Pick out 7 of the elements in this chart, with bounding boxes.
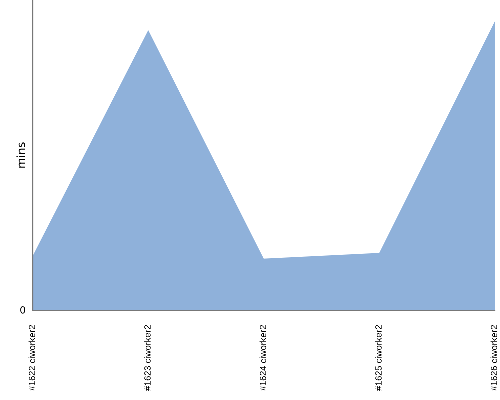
x-tick-label: #1625 ciworker2 xyxy=(375,325,382,392)
x-tick-label: #1624 ciworker2 xyxy=(260,325,266,392)
x-tick-label: #1623 ciworker2 xyxy=(144,325,151,392)
x-tick-label: #1622 ciworker2 xyxy=(28,325,36,392)
y-axis-title: mins xyxy=(16,142,26,168)
x-tick-label: #1626 ciworker2 xyxy=(490,325,498,392)
text: 0 xyxy=(20,306,26,314)
